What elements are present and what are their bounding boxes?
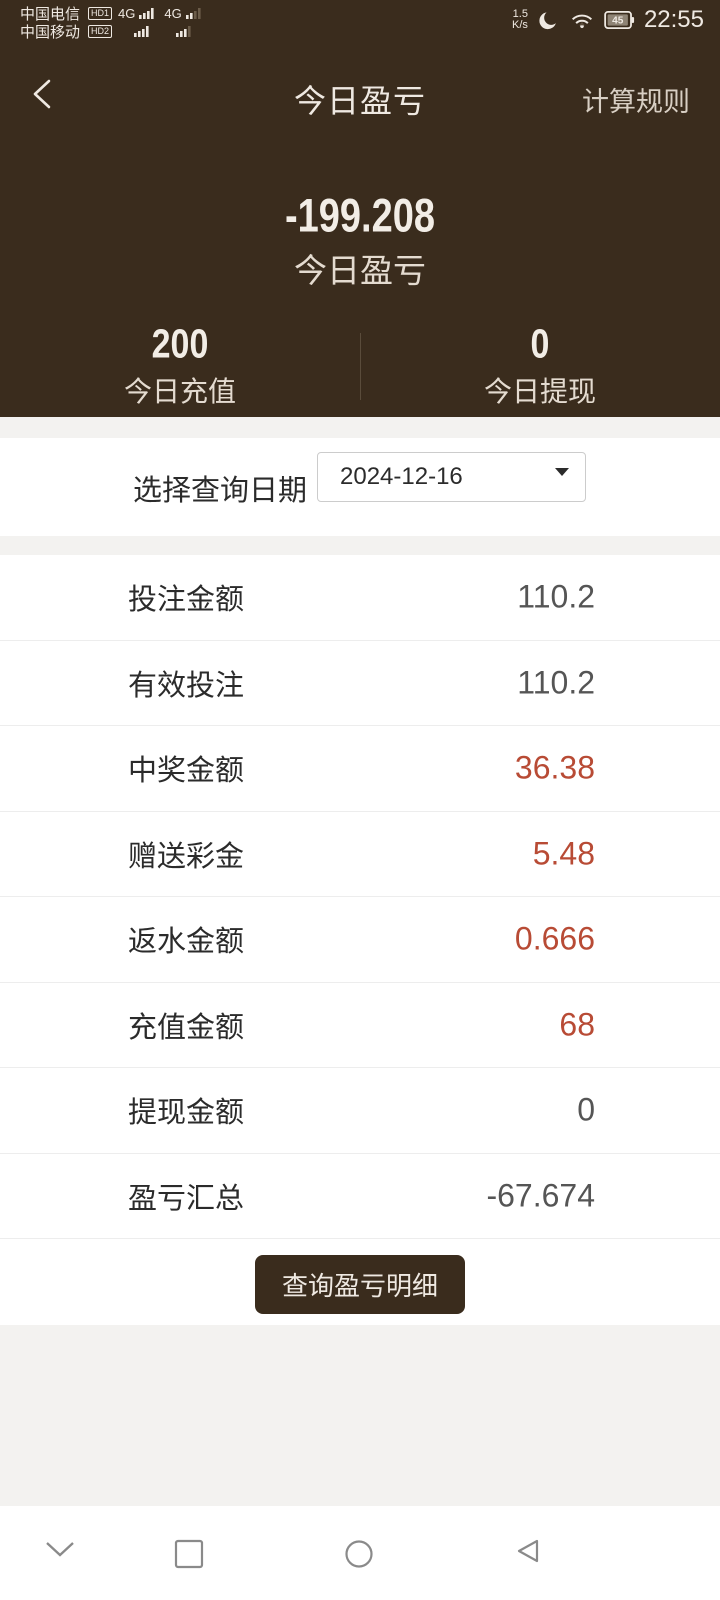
svg-text:45: 45 [612,16,624,27]
